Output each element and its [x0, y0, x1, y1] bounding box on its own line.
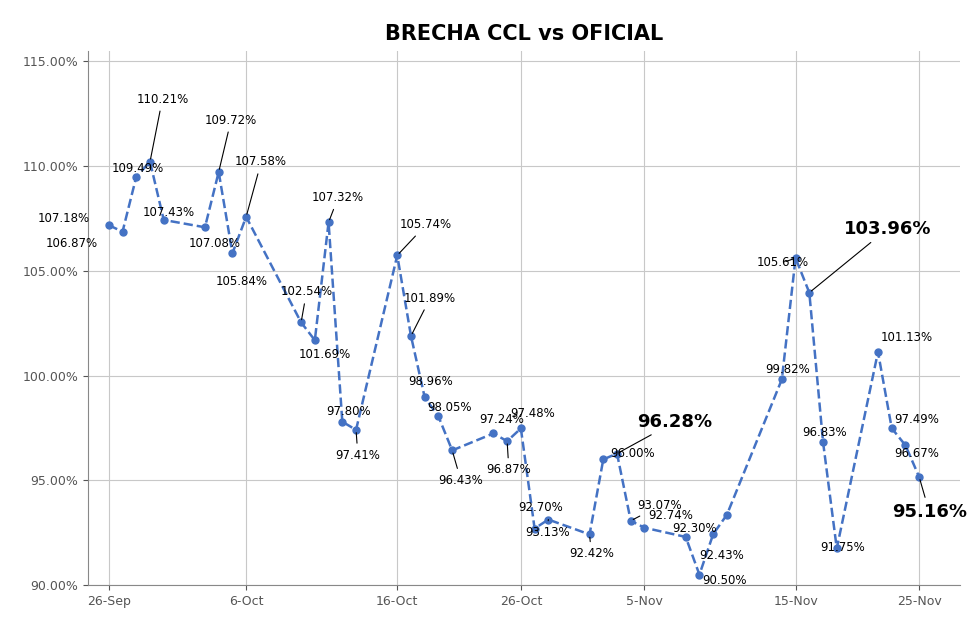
Text: 105.61%: 105.61%	[758, 256, 809, 269]
Text: 92.70%: 92.70%	[518, 501, 563, 514]
Text: 99.82%: 99.82%	[765, 363, 810, 376]
Text: 105.84%: 105.84%	[216, 275, 268, 288]
Text: 92.74%: 92.74%	[649, 509, 694, 523]
Text: 107.08%: 107.08%	[188, 237, 240, 250]
Text: 105.74%: 105.74%	[399, 218, 452, 253]
Text: 97.41%: 97.41%	[335, 432, 380, 462]
Text: 103.96%: 103.96%	[811, 220, 931, 291]
Text: 96.87%: 96.87%	[486, 444, 531, 476]
Text: 97.48%: 97.48%	[510, 407, 555, 420]
Text: 107.43%: 107.43%	[143, 205, 195, 219]
Text: 92.43%: 92.43%	[700, 550, 744, 562]
Text: 97.80%: 97.80%	[325, 404, 370, 418]
Text: 93.07%: 93.07%	[633, 499, 682, 520]
Text: 109.49%: 109.49%	[112, 162, 164, 175]
Text: 98.05%: 98.05%	[427, 401, 472, 413]
Text: 102.54%: 102.54%	[280, 286, 332, 320]
Text: 92.42%: 92.42%	[569, 537, 613, 560]
Text: 107.18%: 107.18%	[37, 212, 89, 225]
Text: 91.75%: 91.75%	[820, 541, 865, 554]
Text: 110.21%: 110.21%	[136, 93, 188, 159]
Text: 96.67%: 96.67%	[895, 446, 940, 460]
Text: 92.30%: 92.30%	[672, 522, 716, 535]
Text: 97.49%: 97.49%	[895, 413, 940, 426]
Text: 96.00%: 96.00%	[611, 446, 655, 460]
Text: 107.32%: 107.32%	[312, 191, 365, 219]
Text: 96.43%: 96.43%	[438, 453, 483, 487]
Text: 96.28%: 96.28%	[619, 413, 712, 452]
Text: 95.16%: 95.16%	[892, 480, 966, 521]
Text: 106.87%: 106.87%	[46, 237, 98, 250]
Text: 109.72%: 109.72%	[205, 113, 257, 169]
Text: 96.83%: 96.83%	[803, 425, 847, 439]
Text: 98.96%: 98.96%	[409, 375, 453, 389]
Text: 101.69%: 101.69%	[298, 348, 351, 361]
Text: 90.50%: 90.50%	[703, 574, 747, 588]
Text: 101.89%: 101.89%	[404, 291, 457, 333]
Text: 93.13%: 93.13%	[525, 520, 569, 539]
Text: 101.13%: 101.13%	[881, 331, 933, 345]
Title: BRECHA CCL vs OFICIAL: BRECHA CCL vs OFICIAL	[385, 24, 663, 44]
Text: 97.24%: 97.24%	[479, 413, 524, 426]
Text: 107.58%: 107.58%	[235, 155, 287, 214]
